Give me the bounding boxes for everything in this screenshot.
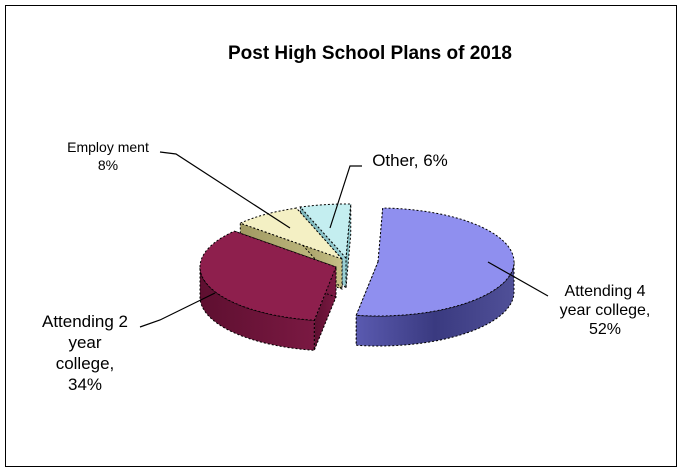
slice-top-face bbox=[355, 207, 515, 317]
slice-outer-wall bbox=[355, 261, 515, 347]
slice-label-line: year college, bbox=[560, 302, 651, 319]
slice-label-line: 34% bbox=[68, 375, 102, 394]
leader-line bbox=[159, 151, 291, 229]
leader-line bbox=[139, 292, 216, 328]
slice-outer-wall bbox=[199, 266, 315, 351]
slice-top-face bbox=[238, 207, 343, 260]
pie-slice-attending-4-year-college bbox=[355, 207, 515, 347]
chart-title: Post High School Plans of 2018 bbox=[228, 43, 512, 64]
slice-label-line: 52% bbox=[589, 321, 621, 338]
leader-line bbox=[329, 165, 362, 229]
slice-top-face bbox=[299, 203, 352, 260]
slice-label-line: Attending 4 bbox=[565, 283, 646, 300]
slice-label-line: Employ ment bbox=[67, 139, 149, 155]
slice-label-line: 8% bbox=[98, 157, 118, 173]
slice-label-line: year bbox=[68, 333, 101, 352]
slice-label: Employ ment 8% bbox=[67, 139, 149, 173]
slice-label: Attending 4 year college, 52% bbox=[560, 283, 651, 338]
slice-label-line: Other, 6% bbox=[372, 151, 448, 170]
slice-label: Other, 6% bbox=[372, 151, 448, 170]
leader-line bbox=[487, 261, 549, 297]
slice-label-line: college, bbox=[56, 354, 115, 373]
slice-label: Attending 2 year college, 34% bbox=[42, 312, 128, 394]
slice-top-face bbox=[199, 230, 337, 321]
slice-label-line: Attending 2 bbox=[42, 312, 128, 331]
pie-slice-attending-2-year-college bbox=[199, 230, 337, 351]
